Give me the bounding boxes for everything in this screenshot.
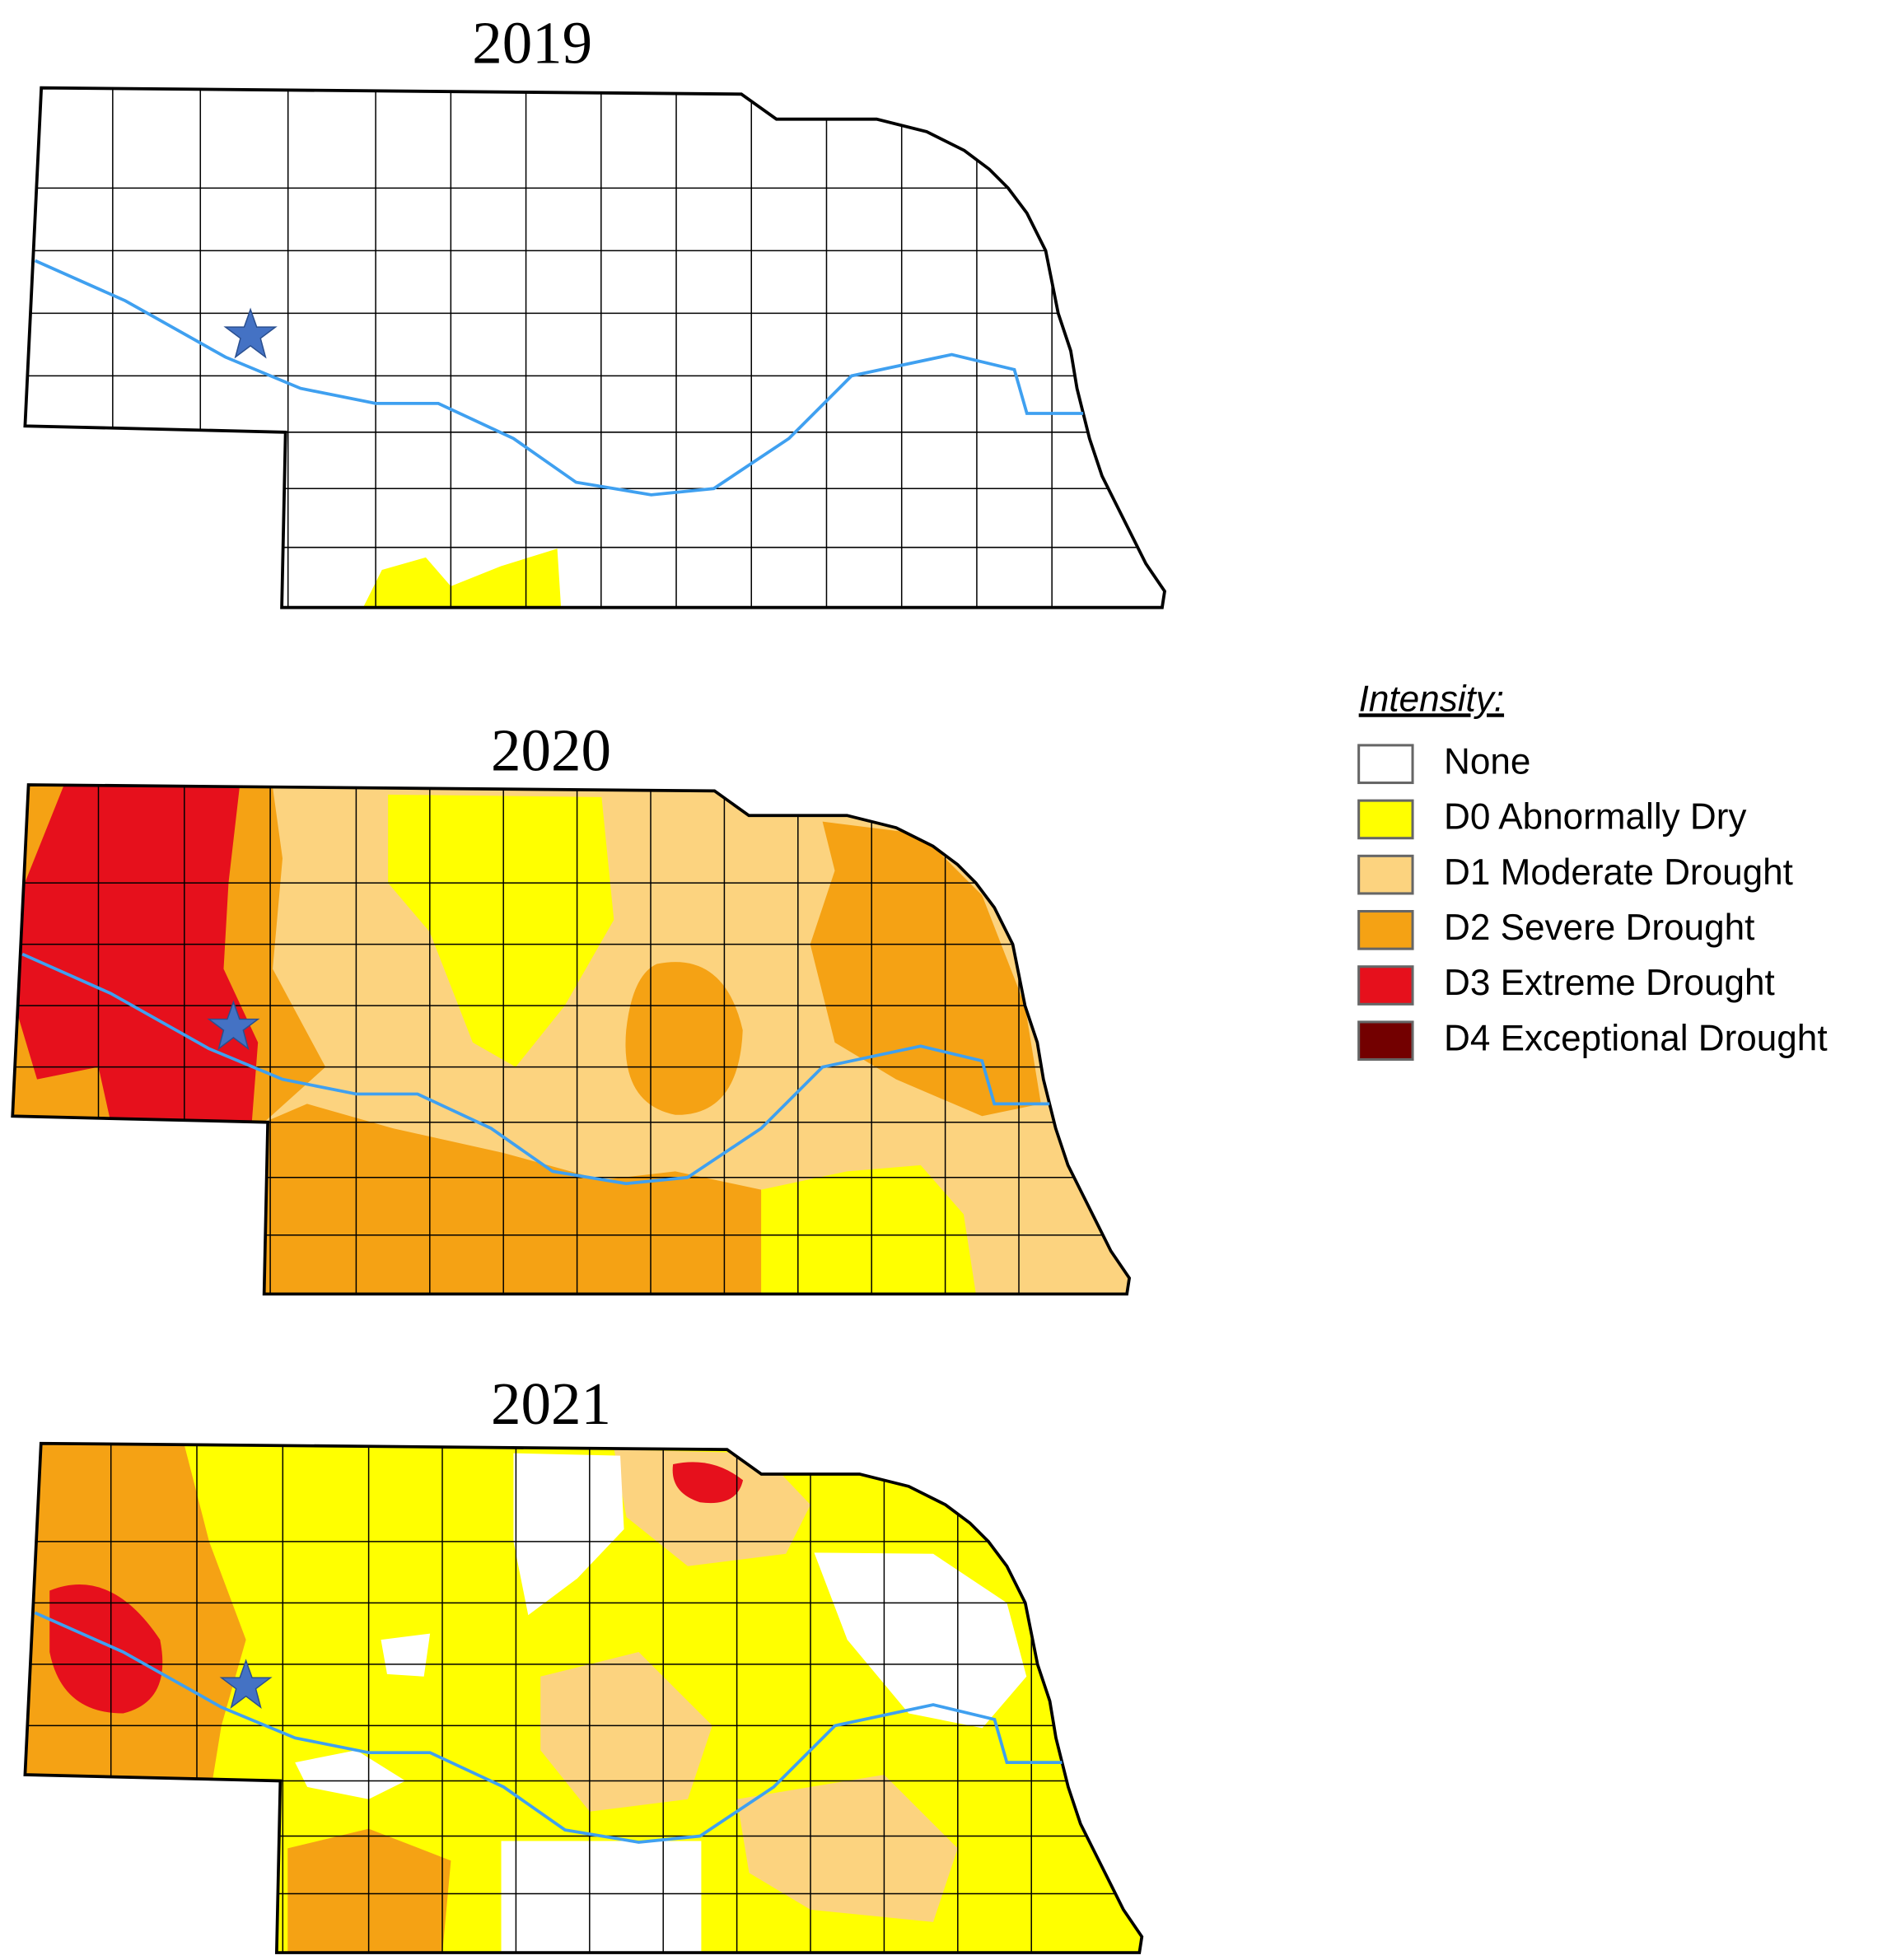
drought-patch [381,1633,431,1677]
drought-patch [736,1775,958,1922]
legend-label: D2 Severe Drought [1444,908,1754,948]
legend-swatch [1357,965,1414,1006]
drought-patch [295,1750,406,1799]
drought-patch [540,1652,712,1812]
drought-patch [672,1462,744,1504]
drought-patch [625,962,743,1115]
legend-swatch [1357,799,1414,840]
drought-patch [15,784,259,1122]
legend-label: D4 Exceptional Drought [1444,1018,1828,1058]
drought-areas [12,784,1130,1295]
drought-patch [362,548,562,608]
legend-label: D3 Extreme Drought [1444,963,1775,1003]
river [21,952,1050,1186]
legend-swatch [1357,910,1414,950]
legend-swatch [1357,744,1414,785]
star-marker [223,307,278,359]
drought-patch [501,1841,702,1953]
drought-areas [25,1443,1142,1953]
drought-patch [264,1104,774,1295]
river [34,259,1084,497]
map-title: 2021 [491,1370,611,1437]
star-marker [207,1000,260,1051]
legend-label: D0 Abnormally Dry [1444,797,1746,838]
star-marker [219,1659,273,1709]
drought-map [23,1441,1144,1954]
drought-map [11,783,1131,1296]
drought-patch [388,794,614,1067]
map-title: 2020 [491,716,611,783]
legend-swatch [1357,1020,1414,1062]
legend-label: None [1444,741,1530,782]
river [34,1611,1063,1844]
legend-title: Intensity: [1359,679,1504,719]
drought-patch [513,1453,624,1616]
drought-patch [761,1164,976,1295]
base-area [25,87,1165,608]
legend-swatch [1357,854,1414,895]
drought-patch [814,1552,1027,1729]
drought-patch [810,821,1041,1117]
drought-map [23,86,1166,609]
legend-label: D1 Moderate Drought [1444,852,1793,893]
map-title: 2019 [472,9,592,76]
drought-patch [49,1584,163,1714]
drought-areas [25,87,1165,608]
